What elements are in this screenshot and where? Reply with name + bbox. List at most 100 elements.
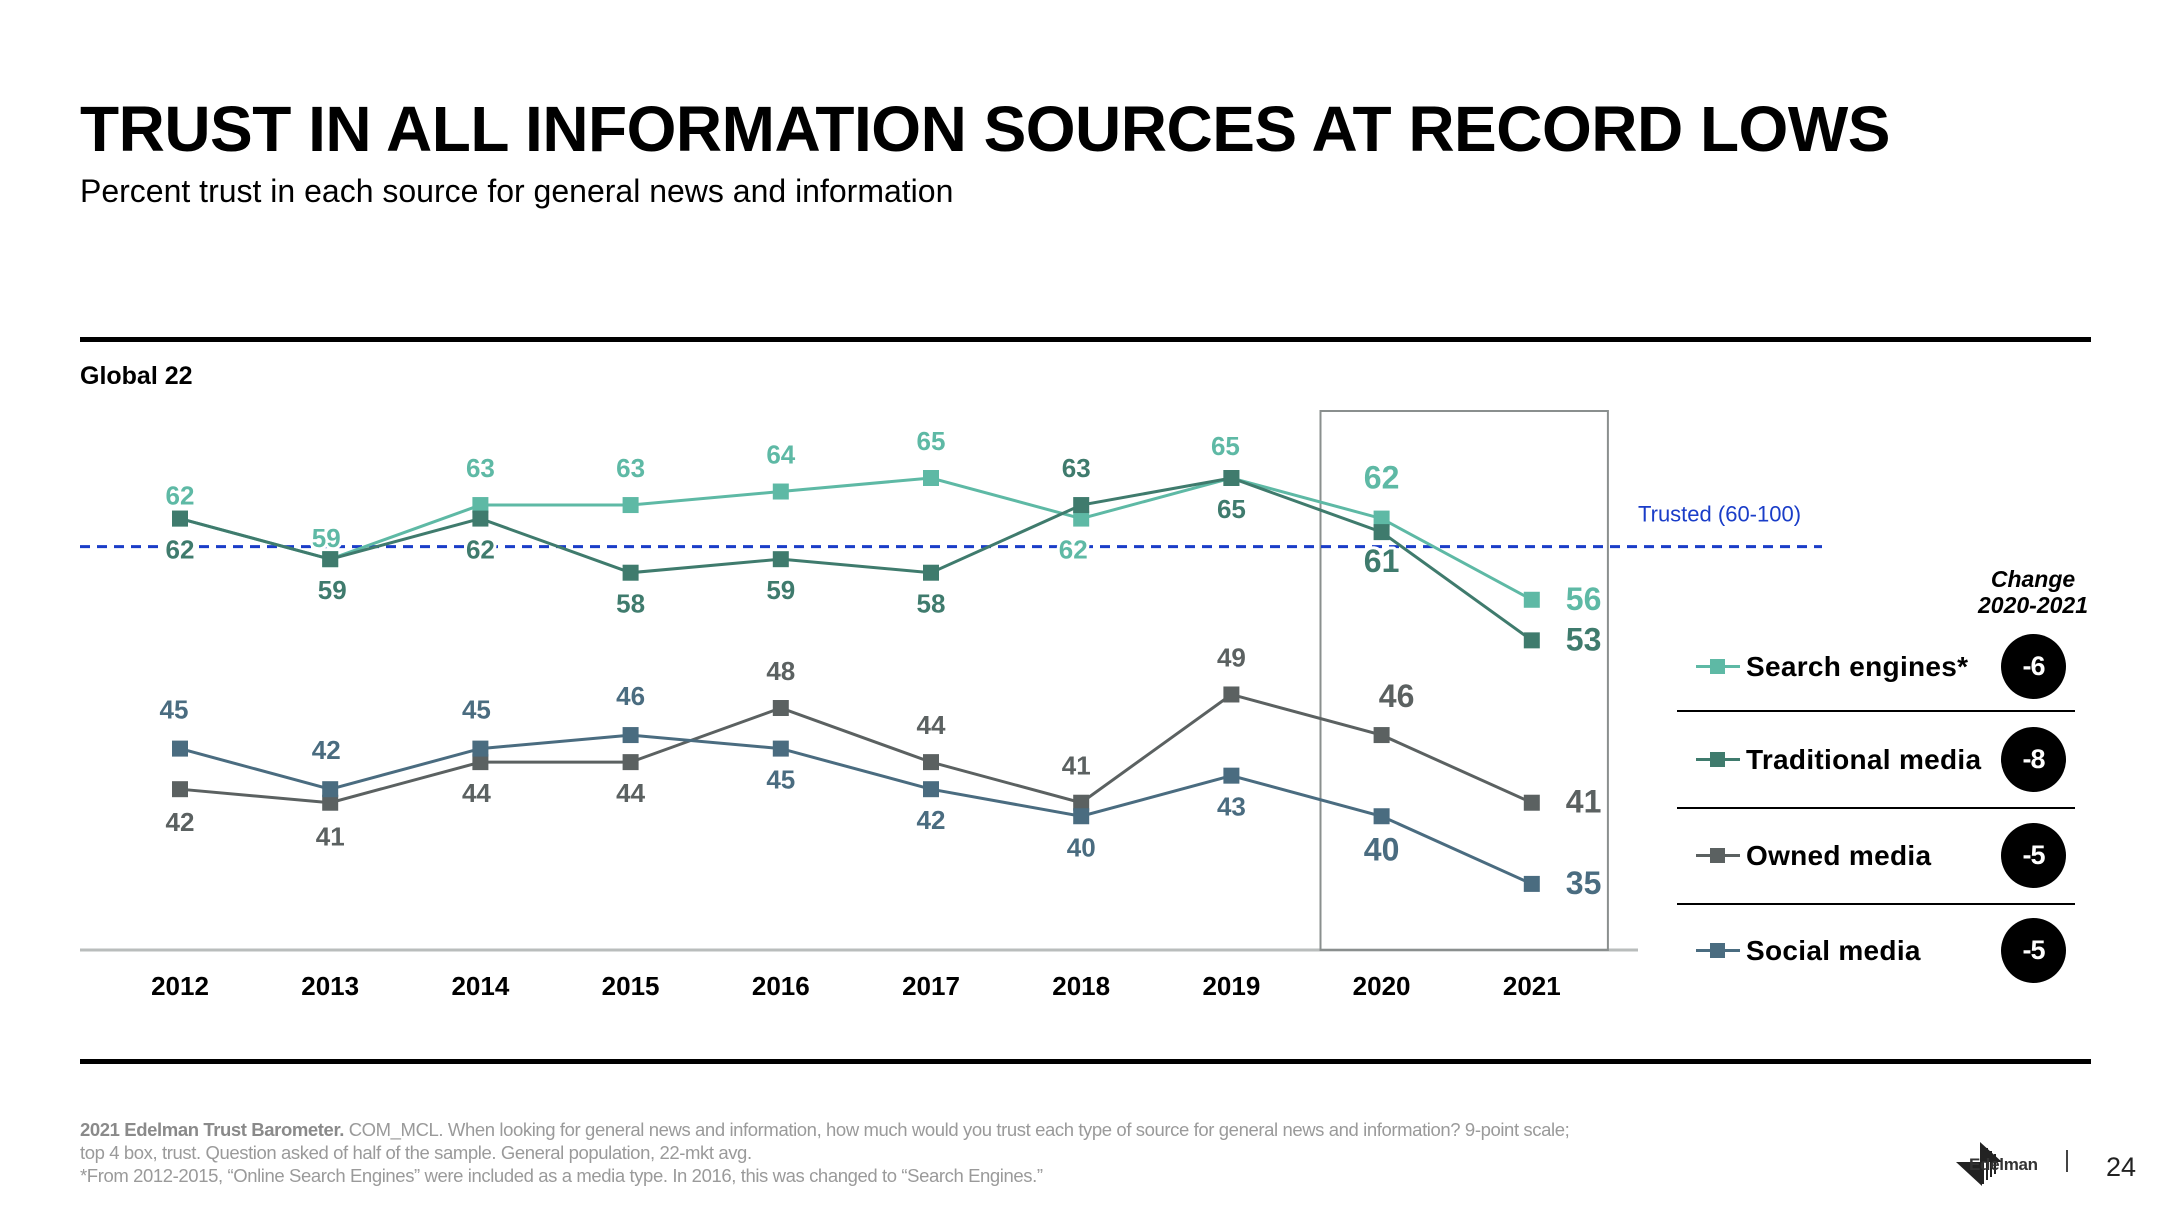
series-line-owned-media — [179, 692, 1533, 805]
data-label: 45 — [766, 765, 795, 795]
change-header: Change 2020-2021 — [1960, 566, 2106, 618]
data-point — [1223, 470, 1240, 486]
legend-label: Social media — [1746, 935, 1921, 966]
data-label: 43 — [1217, 792, 1246, 822]
data-point — [1523, 875, 1540, 892]
legend-item-owned-media: Owned media -5 — [1677, 810, 2075, 906]
data-label: 35 — [1566, 865, 1602, 901]
data-label: 64 — [766, 440, 795, 470]
edelman-logo-icon — [1956, 1142, 2002, 1186]
legend-item-search-engines: Search engines* -6 — [1677, 621, 2075, 717]
x-tick-label: 2019 — [1202, 971, 1260, 1001]
data-label: 42 — [312, 735, 341, 765]
data-point — [172, 510, 188, 527]
data-label: 42 — [917, 805, 946, 835]
data-point — [622, 727, 639, 744]
series-line-traditional-media — [179, 476, 1533, 642]
change-badge: -6 — [2001, 634, 2066, 699]
change-header-line1: Change — [1990, 566, 2076, 592]
data-point — [1373, 727, 1390, 744]
bottom-divider — [80, 1059, 2091, 1064]
data-point — [322, 781, 339, 798]
data-point — [472, 497, 489, 514]
data-label: 40 — [1067, 832, 1096, 862]
footnote: 2021 Edelman Trust Barometer. COM_MCL. W… — [80, 1118, 1880, 1187]
data-point — [1523, 794, 1540, 811]
x-tick-label: 2016 — [752, 971, 810, 1001]
footnote-line-1: 2021 Edelman Trust Barometer. COM_MCL. W… — [80, 1118, 1880, 1141]
footnote-source: 2021 Edelman Trust Barometer. — [80, 1119, 344, 1140]
data-label: 62 — [466, 535, 495, 565]
data-point — [1223, 686, 1240, 703]
brand-name: Edelman — [1969, 1155, 2038, 1174]
legend-marker-icon — [1696, 659, 1740, 674]
x-tick-label: 2014 — [451, 971, 509, 1001]
data-point — [1523, 632, 1540, 649]
highlight-box — [1319, 410, 1609, 951]
data-point — [923, 781, 939, 798]
data-point — [172, 781, 188, 798]
change-badge: -8 — [2001, 727, 2066, 792]
data-label: 46 — [1379, 678, 1415, 714]
legend-label: Owned media — [1746, 840, 1932, 871]
data-label: 62 — [166, 481, 195, 511]
data-point — [322, 794, 339, 811]
data-label: 40 — [1364, 831, 1400, 867]
legend-separator — [1677, 807, 2075, 809]
data-label: 45 — [160, 695, 189, 725]
data-point — [1073, 497, 1090, 514]
top-divider — [80, 337, 2091, 342]
data-label: 46 — [616, 681, 645, 711]
page-number: 24 — [2106, 1152, 2137, 1182]
data-label: 42 — [166, 807, 195, 837]
x-tick-label: 2021 — [1503, 971, 1561, 1001]
legend-marker-icon — [1696, 752, 1740, 767]
series-line-social-media — [179, 733, 1533, 886]
legend-separator — [1677, 710, 2075, 712]
footnote-question: COM_MCL. When looking for general news a… — [343, 1119, 1570, 1140]
data-point — [472, 754, 489, 771]
data-point — [772, 740, 789, 757]
data-point — [1373, 524, 1390, 541]
x-tick-label: 2018 — [1052, 971, 1110, 1001]
data-label: 65 — [1217, 494, 1246, 524]
data-point — [472, 740, 489, 757]
data-label: 59 — [766, 575, 795, 605]
data-label: 45 — [462, 695, 491, 725]
data-point — [1523, 591, 1540, 608]
data-point — [923, 754, 939, 771]
data-label: 58 — [616, 589, 645, 619]
data-label: 63 — [616, 453, 645, 483]
x-tick-label: 2020 — [1353, 971, 1411, 1001]
data-label: 41 — [316, 822, 345, 852]
change-badge: -5 — [2001, 918, 2066, 983]
data-label: 62 — [166, 535, 195, 565]
page-subtitle: Percent trust in each source for general… — [80, 173, 954, 209]
data-label: 65 — [917, 426, 946, 456]
footnote-line-3: *From 2012-2015, “Online Search Engines”… — [80, 1165, 1043, 1186]
data-label: 61 — [1364, 543, 1400, 579]
data-label: 65 — [1211, 431, 1240, 461]
data-label: 58 — [917, 589, 946, 619]
data-label: 62 — [1059, 535, 1088, 565]
data-point — [1373, 510, 1390, 527]
data-label: 62 — [1364, 460, 1400, 496]
data-label: 63 — [466, 453, 495, 483]
legend-marker-icon — [1696, 848, 1740, 863]
data-point — [1073, 808, 1090, 825]
data-label: 53 — [1566, 621, 1602, 657]
data-point — [322, 551, 339, 568]
legend-item-social-media: Social media -5 — [1677, 905, 2075, 1001]
data-label: 59 — [318, 575, 347, 605]
data-point — [923, 470, 939, 486]
change-badge: -5 — [2001, 823, 2066, 888]
data-label: 49 — [1217, 642, 1246, 672]
legend-label: Traditional media — [1746, 744, 1982, 775]
data-label: 41 — [1062, 751, 1091, 781]
region-label: Global 22 — [80, 362, 193, 390]
data-point — [1073, 510, 1090, 527]
legend-item-traditional-media: Traditional media -8 — [1677, 714, 2075, 810]
data-point — [923, 564, 939, 581]
x-tick-label: 2015 — [602, 971, 660, 1001]
